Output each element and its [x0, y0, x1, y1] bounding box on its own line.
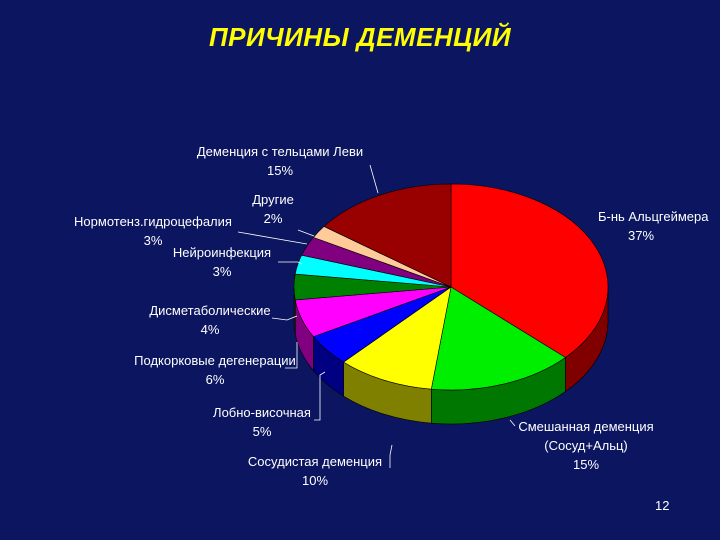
slice-label-mixed: Смешанная деменция (Сосуд+Альц) 15% — [518, 419, 653, 472]
leader-line-lewy — [369, 164, 379, 194]
leader-line-subcortical — [285, 342, 298, 369]
slice-lewy — [323, 183, 452, 288]
slide-title: ПРИЧИНЫ ДЕМЕНЦИЙ — [208, 22, 512, 52]
slice-label-nph: Нормотенз.гидроцефалия 3% — [74, 214, 232, 248]
slice-label-neuroinfection: Нейроинфекция 3% — [173, 245, 271, 279]
slice-vascular — [342, 286, 452, 390]
leader-line-nph — [237, 231, 308, 245]
page-number: 12 — [655, 498, 670, 513]
leader-line-dysmetabolic — [271, 315, 298, 321]
leader-line-frontotemporal — [314, 371, 326, 421]
slice-mixed — [430, 286, 566, 391]
slice-label-lewy: Деменция с тельцами Леви 15% — [197, 144, 363, 178]
slice-label-alz: Б-нь Альцгеймера 37% — [598, 209, 709, 243]
pie-slices — [293, 183, 609, 391]
leader-line-other — [297, 229, 315, 237]
slice-label-other: Другие 2% — [252, 192, 294, 226]
slice-label-frontotemporal: Лобно-височная 5% — [213, 405, 311, 439]
slice-label-vascular: Сосудистая деменция 10% — [248, 454, 382, 488]
slice-label-dysmetabolic: Дисметаболические 4% — [149, 303, 270, 337]
slice-alz — [450, 183, 609, 358]
slice-labels: Б-нь Альцгеймера 37% Смешанная деменция (Со… — [74, 144, 709, 488]
leader-line-neuroinfection — [278, 261, 303, 265]
leader-line-vascular — [389, 444, 393, 468]
slice-label-subcortical: Подкорковые дегенерации 6% — [134, 353, 296, 387]
leader-line-mixed — [509, 419, 516, 427]
leader-lines — [237, 164, 516, 468]
